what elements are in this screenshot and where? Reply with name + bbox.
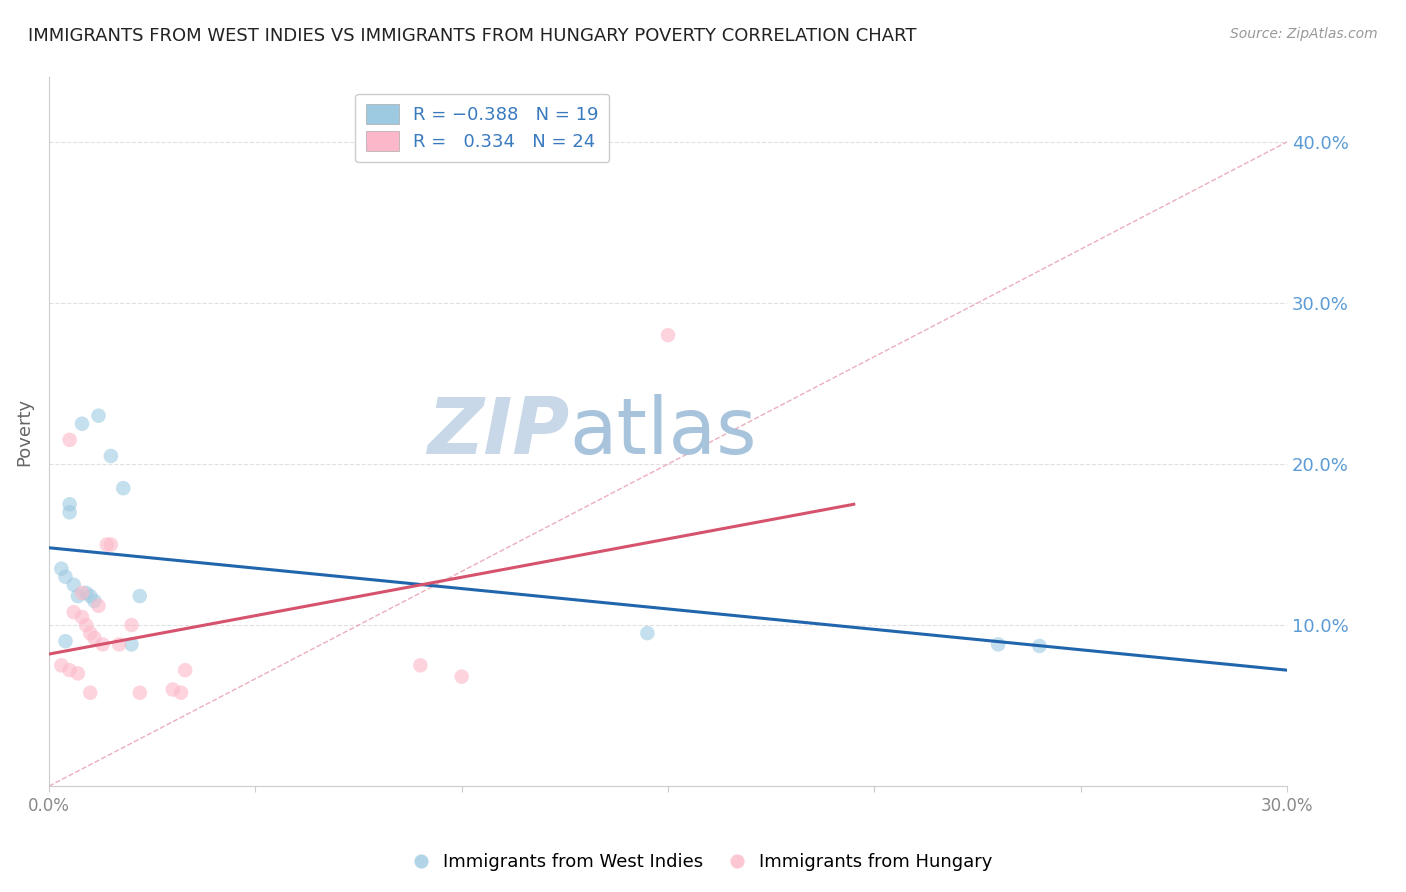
Point (51, 562, 73, 576)
Point (70, 586, 93, 600)
Point (170, 686, 193, 700)
Point (59, 433, 82, 447)
Point (70, 417, 93, 431)
Point (70, 610, 93, 624)
Point (174, 663, 197, 677)
Point (66, 666, 89, 681)
Point (59, 663, 82, 677)
Point (121, 618, 143, 632)
Point (62, 578, 84, 592)
Point (96, 537, 118, 551)
Point (79, 589, 101, 603)
Point (636, 626, 658, 640)
Legend: Immigrants from West Indies, Immigrants from Hungary: Immigrants from West Indies, Immigrants … (406, 847, 1000, 879)
Point (450, 670, 472, 684)
Point (66, 589, 89, 603)
Point (108, 637, 131, 651)
Text: Source: ZipAtlas.com: Source: ZipAtlas.com (1230, 27, 1378, 41)
Point (128, 686, 150, 700)
Point (83, 594, 105, 608)
Point (1028, 639, 1050, 653)
Point (128, 589, 150, 603)
Point (62, 605, 84, 619)
Point (987, 637, 1010, 651)
Point (55, 570, 77, 584)
Point (87, 409, 110, 423)
Point (121, 637, 143, 651)
Point (162, 682, 184, 697)
Point (87, 599, 110, 613)
Point (59, 497, 82, 511)
Point (79, 686, 101, 700)
Text: ZIP: ZIP (427, 393, 569, 470)
Y-axis label: Poverty: Poverty (15, 398, 32, 466)
Point (91, 637, 114, 651)
Point (657, 328, 679, 343)
Point (75, 618, 97, 632)
Point (112, 481, 135, 495)
Point (409, 658, 432, 673)
Point (79, 626, 101, 640)
Legend: R = −0.388   N = 19, R =   0.334   N = 24: R = −0.388 N = 19, R = 0.334 N = 24 (356, 94, 609, 162)
Point (59, 505, 82, 519)
Point (100, 537, 122, 551)
Point (75, 586, 97, 600)
Point (55, 634, 77, 648)
Point (83, 631, 105, 645)
Text: atlas: atlas (569, 393, 756, 470)
Text: IMMIGRANTS FROM WEST INDIES VS IMMIGRANTS FROM HUNGARY POVERTY CORRELATION CHART: IMMIGRANTS FROM WEST INDIES VS IMMIGRANT… (28, 27, 917, 45)
Point (100, 449, 122, 463)
Point (51, 658, 73, 673)
